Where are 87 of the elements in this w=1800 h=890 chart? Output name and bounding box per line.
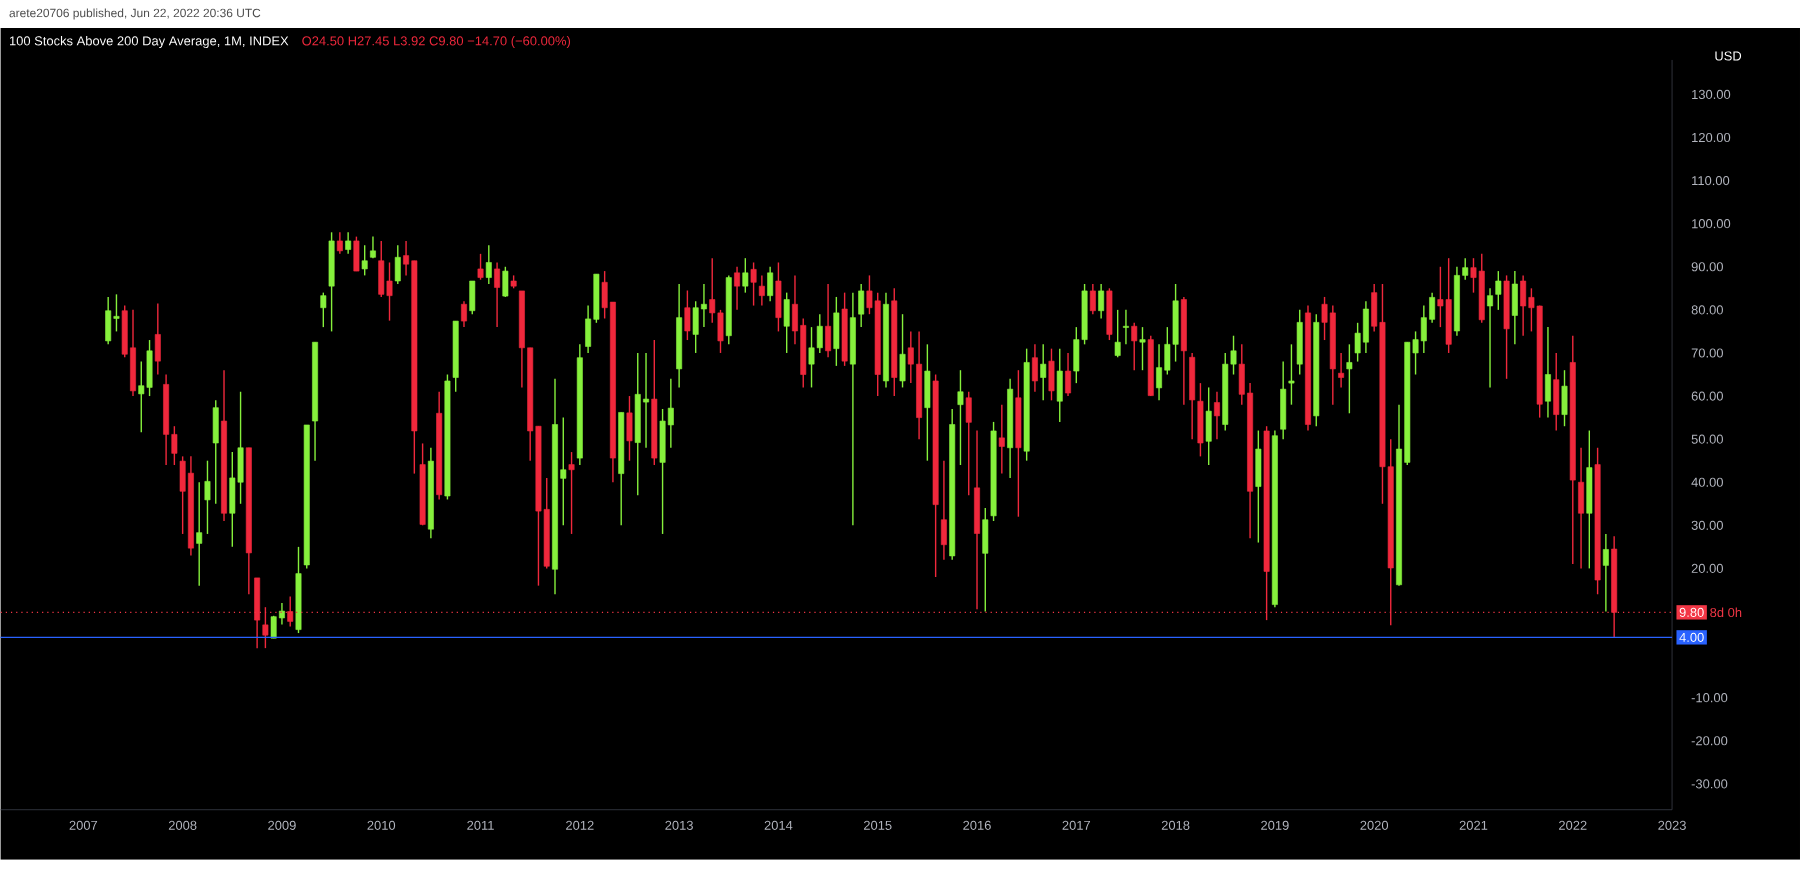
candlestick: [684, 289, 691, 341]
candlestick: [1586, 429, 1593, 570]
candlestick: [1503, 274, 1510, 380]
candlestick: [1487, 287, 1493, 389]
candlestick: [1420, 305, 1427, 354]
candlestick: [734, 266, 740, 311]
candlestick: [1578, 447, 1584, 570]
candlestick: [320, 292, 327, 328]
candlestick: [1089, 283, 1096, 316]
candlestick: [196, 481, 203, 587]
candlestick: [1362, 300, 1369, 354]
candlestick: [1280, 361, 1287, 440]
candlestick: [568, 451, 575, 535]
candlestick: [229, 451, 236, 548]
candlestick: [378, 240, 385, 298]
candlestick: [394, 244, 401, 285]
candlestick: [965, 391, 972, 497]
candlestick: [1255, 429, 1262, 544]
candlestick: [1520, 274, 1527, 337]
candlestick: [146, 339, 153, 397]
candlestick: [1205, 386, 1212, 466]
candlestick: [808, 326, 815, 389]
candlestick: [783, 292, 790, 354]
candlestick: [957, 369, 964, 466]
candlestick: [1553, 352, 1560, 432]
candlestick: [1040, 343, 1047, 402]
candlestick: [758, 274, 765, 307]
candlestick: [775, 261, 782, 333]
candlestick: [287, 595, 294, 628]
candlestick: [1065, 352, 1071, 397]
candlestick: [659, 408, 666, 535]
candlestick: [1445, 257, 1452, 354]
candlestick: [767, 266, 774, 303]
candlestick: [833, 296, 840, 367]
candlestick: [1139, 326, 1146, 372]
candlestick: [899, 313, 906, 389]
candlestick: [461, 300, 467, 328]
candlestick: [386, 261, 393, 322]
candlestick: [1098, 283, 1105, 320]
candlestick: [1048, 348, 1055, 402]
candlestick: [1189, 352, 1196, 440]
candlestick: [1545, 326, 1551, 419]
candlestick: [982, 507, 989, 613]
candlestick: [998, 404, 1005, 475]
candlestick: [1123, 309, 1129, 346]
candlestick: [502, 266, 509, 298]
candlestick: [361, 244, 368, 277]
candlestick: [1511, 270, 1518, 346]
candlestick: [204, 460, 211, 535]
candlestick: [485, 244, 492, 285]
candlestick: [477, 253, 484, 281]
candlestick: [1056, 348, 1063, 423]
candlestick: [742, 257, 749, 294]
candlestick: [336, 231, 343, 255]
candlestick: [353, 236, 360, 272]
candlestick: [469, 280, 476, 316]
candlestick: [345, 231, 352, 255]
candlestick: [1131, 322, 1138, 372]
candlestick: [1288, 343, 1295, 406]
candlestick: [849, 292, 856, 527]
candlestick: [924, 343, 931, 462]
candlestick: [750, 261, 757, 307]
candlestick: [154, 302, 161, 376]
candlestick: [254, 577, 261, 649]
candlestick: [1602, 533, 1609, 613]
candlestick: [1495, 270, 1502, 311]
candlestick: [105, 296, 112, 346]
candlestick: [825, 283, 832, 359]
candlestick: [1346, 343, 1353, 415]
candlestick: [858, 283, 865, 328]
candlestick: [328, 231, 335, 333]
candlestick: [1197, 382, 1204, 458]
candlestick: [692, 300, 699, 354]
candlestick: [212, 399, 219, 505]
candlestick: [1214, 391, 1220, 440]
candlestick: [1296, 309, 1303, 376]
candlestick: [1031, 343, 1038, 393]
candlestick: [1172, 283, 1179, 363]
candlestick: [1106, 287, 1113, 341]
candlestick: [1561, 369, 1568, 428]
candlestick: [494, 261, 501, 328]
candlestick: [262, 606, 269, 649]
candlestick: [974, 429, 980, 611]
candlestick: [1114, 309, 1121, 359]
candlestick: [1338, 352, 1345, 389]
candlestick: [940, 460, 947, 561]
candlestick: [626, 395, 633, 462]
